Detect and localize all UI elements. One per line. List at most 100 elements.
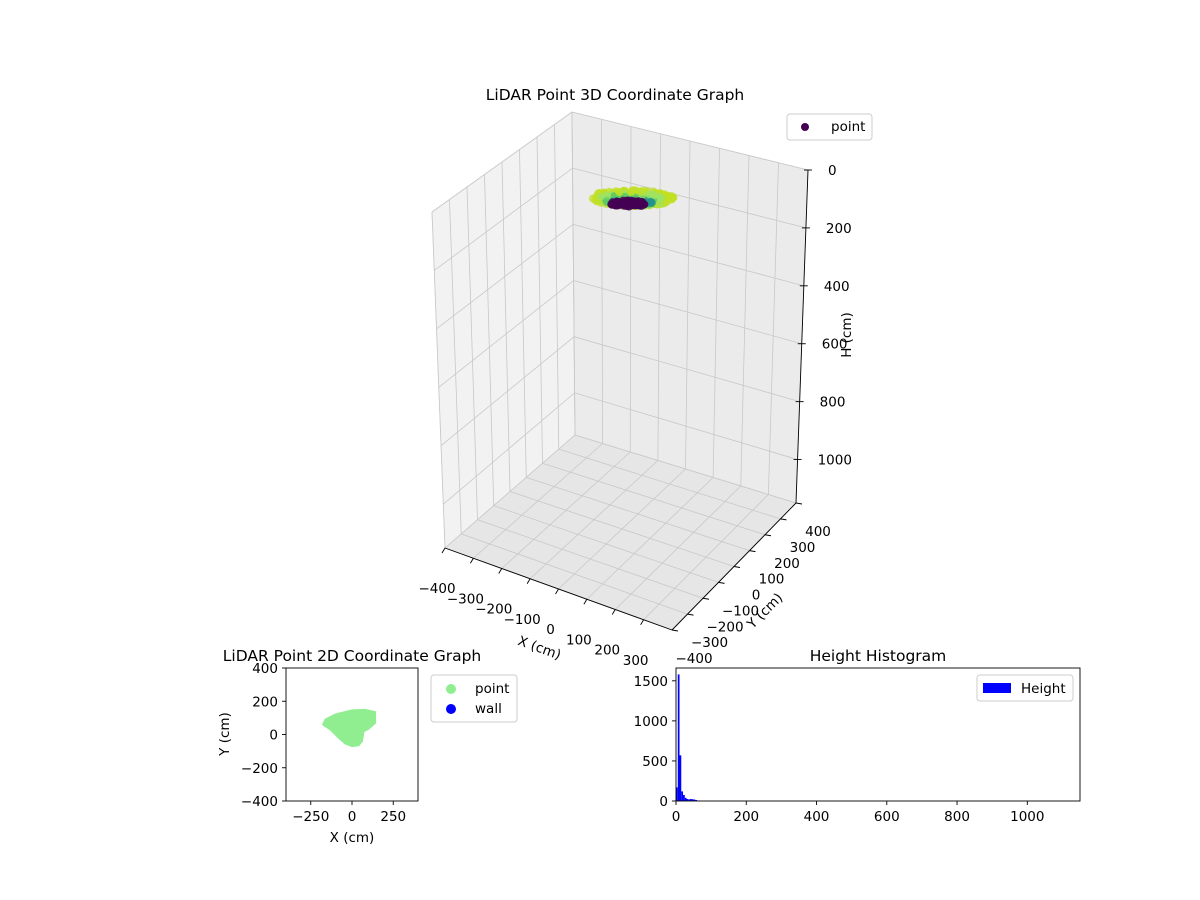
z-tick-label-3d: 600 bbox=[822, 337, 848, 353]
z-axis-line bbox=[795, 169, 809, 504]
point-3d bbox=[637, 198, 646, 207]
x-tick-label-3d: −100 bbox=[504, 612, 541, 628]
z-tick-label-3d: 0 bbox=[828, 163, 837, 179]
grid-3d bbox=[431, 111, 809, 631]
legend-3d-marker bbox=[801, 123, 809, 131]
grid-line-z bbox=[440, 336, 575, 447]
y-tick-label-2d: 0 bbox=[269, 728, 278, 744]
grid-line-y bbox=[477, 519, 704, 599]
y-tick-3d bbox=[795, 502, 803, 505]
grid-line-z bbox=[572, 223, 804, 287]
histogram-bars bbox=[676, 674, 701, 801]
x-tick-label-3d: 300 bbox=[623, 653, 649, 669]
point-3d bbox=[612, 197, 621, 206]
y-tick-label-3d: −300 bbox=[691, 635, 728, 651]
z-tick-label-3d: 1000 bbox=[818, 453, 852, 469]
y-tick-label-3d: −400 bbox=[675, 651, 712, 667]
grid-line-x bbox=[657, 133, 661, 461]
x-tick-3d bbox=[498, 568, 503, 574]
legend-2d-marker-point bbox=[446, 684, 456, 694]
grid-line-z bbox=[434, 167, 573, 271]
legend-hist-swatch bbox=[983, 683, 1011, 693]
chart-histogram: 0 200 400 600 800 1000 0 500 1000 1500 Height His… bbox=[634, 647, 1081, 825]
point-3d bbox=[615, 188, 624, 197]
y-tick-label-2d: 400 bbox=[252, 661, 278, 677]
y-axis-label-2d: Y (cm) bbox=[217, 712, 233, 757]
chart-hist-title: Height Histogram bbox=[810, 647, 947, 665]
grid-line-x bbox=[712, 148, 720, 478]
histogram-bar bbox=[684, 797, 687, 801]
x-tick-label-3d: −300 bbox=[447, 591, 484, 607]
z-tick-label-3d: 400 bbox=[824, 279, 850, 295]
y-tick-label-hist: 500 bbox=[642, 754, 668, 770]
y-tick-3d bbox=[718, 581, 725, 584]
grid-line-y bbox=[461, 533, 688, 615]
point-3d bbox=[656, 193, 665, 202]
histogram-bar bbox=[679, 755, 682, 801]
y-tick-label-3d: −100 bbox=[722, 603, 759, 619]
y-tick-label-3d: −200 bbox=[706, 619, 743, 635]
point-3d bbox=[625, 200, 634, 209]
chart-3d-title: LiDAR Point 3D Coordinate Graph bbox=[486, 86, 744, 104]
grid-line-y bbox=[519, 149, 527, 478]
grid-line-y bbox=[558, 448, 781, 520]
chart-2d-title: LiDAR Point 2D Coordinate Graph bbox=[223, 647, 481, 665]
x-tick-label-3d: 0 bbox=[546, 622, 555, 638]
ticks-hist: 0 200 400 600 800 1000 0 500 1000 1500 bbox=[634, 674, 1045, 825]
x-tick-label-3d: −400 bbox=[418, 581, 455, 597]
grid-line-z bbox=[443, 392, 575, 505]
legend-3d-frame bbox=[786, 113, 873, 141]
legend-hist-frame bbox=[976, 674, 1074, 702]
back-pane-y bbox=[571, 111, 809, 504]
histogram-bar bbox=[693, 799, 696, 801]
grid-line-x bbox=[601, 119, 604, 444]
grid-line-y bbox=[571, 111, 576, 436]
legend-2d: point wall bbox=[430, 674, 518, 723]
grid-line-y bbox=[431, 211, 446, 549]
x-tick-label-3d: 200 bbox=[594, 643, 620, 659]
y-tick-label-3d: 0 bbox=[752, 588, 761, 604]
x-tick-3d bbox=[526, 578, 531, 584]
grid-line-x bbox=[767, 162, 779, 495]
z-tick-label-3d: 800 bbox=[820, 395, 846, 411]
point-cloud-3d bbox=[588, 186, 678, 211]
y-tick-label-3d: 200 bbox=[774, 556, 800, 572]
ticks-2d: −250 0 250 −400 −200 0 200 400 bbox=[241, 661, 406, 825]
x-tick-label-3d: 100 bbox=[566, 632, 592, 648]
grid-line-z bbox=[571, 111, 809, 171]
y-tick-3d bbox=[687, 613, 694, 616]
x-tick-label-2d: 0 bbox=[348, 809, 357, 825]
y-tick-label-2d: −200 bbox=[241, 761, 278, 777]
grid-line-y bbox=[449, 199, 462, 534]
x-tick-label-hist: 1000 bbox=[1010, 809, 1044, 825]
grid-line-y bbox=[526, 476, 750, 552]
grid-line-y bbox=[493, 505, 719, 583]
grid-line-z bbox=[572, 167, 807, 229]
grid-line-x bbox=[685, 140, 691, 470]
y-tick-label-3d: 100 bbox=[759, 572, 785, 588]
y-tick-label-2d: −400 bbox=[241, 794, 278, 810]
x-tick-label-hist: 0 bbox=[672, 809, 681, 825]
x-tick-3d bbox=[469, 558, 474, 564]
histogram-bar bbox=[688, 799, 691, 801]
z-tick-label-3d: 200 bbox=[826, 221, 852, 237]
grid-line-z bbox=[431, 111, 573, 213]
grid-line-x bbox=[629, 126, 632, 453]
y-tick-label-hist: 0 bbox=[659, 794, 668, 810]
histogram-bar bbox=[686, 799, 689, 801]
grid-line-z bbox=[574, 392, 798, 460]
x-tick-label-hist: 600 bbox=[874, 809, 900, 825]
legend-2d-label-wall: wall bbox=[475, 701, 502, 717]
histogram-bar bbox=[691, 799, 694, 801]
x-tick-label-hist: 400 bbox=[804, 809, 830, 825]
legend-2d-marker-wall bbox=[446, 704, 456, 714]
y-tick-3d bbox=[733, 566, 741, 568]
grid-line-y bbox=[574, 434, 797, 504]
y-tick-3d bbox=[702, 597, 710, 600]
grid-line-y bbox=[536, 136, 543, 464]
histogram-bar bbox=[676, 787, 678, 801]
grid-line-z bbox=[438, 280, 574, 388]
x-axis-label-2d: X (cm) bbox=[330, 830, 375, 846]
grid-line-z bbox=[573, 280, 802, 345]
